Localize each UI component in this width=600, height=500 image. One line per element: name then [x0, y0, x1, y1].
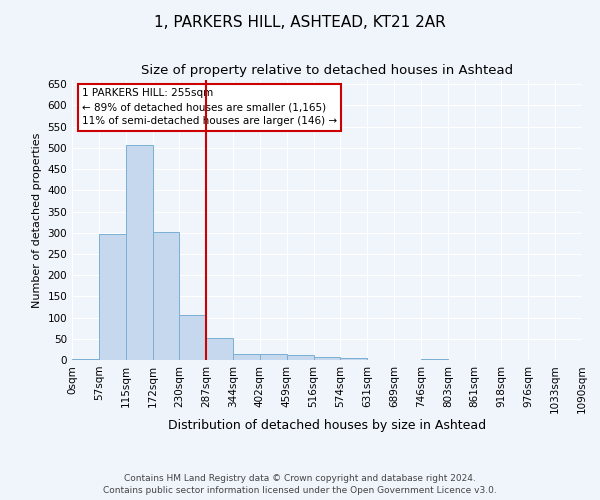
Bar [287, 355, 314, 360]
Bar [72, 359, 99, 360]
X-axis label: Distribution of detached houses by size in Ashtead: Distribution of detached houses by size … [168, 419, 486, 432]
Bar [314, 356, 340, 360]
Bar [260, 354, 287, 360]
Text: Contains HM Land Registry data © Crown copyright and database right 2024.
Contai: Contains HM Land Registry data © Crown c… [103, 474, 497, 495]
Bar [206, 338, 233, 360]
Text: 1, PARKERS HILL, ASHTEAD, KT21 2AR: 1, PARKERS HILL, ASHTEAD, KT21 2AR [154, 15, 446, 30]
Bar [125, 145, 152, 360]
Bar [152, 232, 179, 360]
Text: 1 PARKERS HILL: 255sqm
← 89% of detached houses are smaller (1,165)
11% of semi-: 1 PARKERS HILL: 255sqm ← 89% of detached… [82, 88, 337, 126]
Bar [233, 354, 260, 360]
Bar [421, 359, 448, 360]
Bar [99, 234, 125, 360]
Title: Size of property relative to detached houses in Ashtead: Size of property relative to detached ho… [141, 64, 513, 78]
Bar [179, 315, 206, 360]
Y-axis label: Number of detached properties: Number of detached properties [32, 132, 42, 308]
Bar [340, 358, 367, 360]
